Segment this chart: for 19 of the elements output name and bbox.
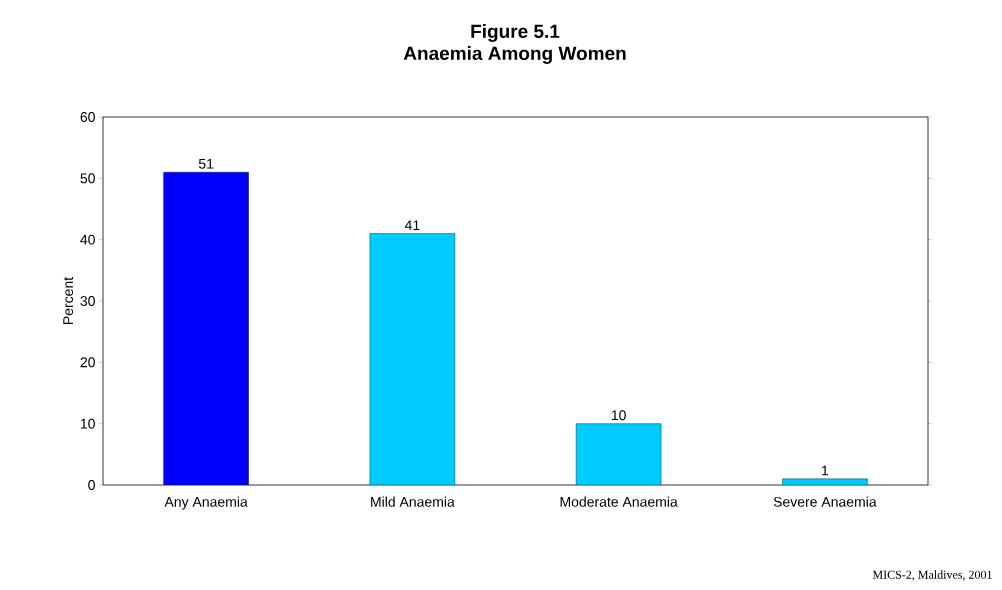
data-label: 1 xyxy=(822,465,829,476)
data-label: 41 xyxy=(404,220,420,231)
y-tick-label: 50 xyxy=(80,173,95,184)
data-label: 51 xyxy=(198,158,214,169)
y-axis-title: Percent xyxy=(63,276,74,324)
text: MICS-2, Maldives, 2001 xyxy=(872,570,992,581)
y-tick-label: 40 xyxy=(80,234,95,245)
data-label: 10 xyxy=(611,410,626,421)
chart-title: Figure 5.1 xyxy=(471,24,560,42)
x-tick-label: Severe Anaemia xyxy=(773,496,877,507)
chart-subtitle: Anaemia Among Women xyxy=(403,46,626,64)
y-tick-label: 30 xyxy=(80,296,95,306)
x-tick-label: Any Anaemia xyxy=(164,496,248,510)
x-tick-label: Mild Anaemia xyxy=(371,496,455,507)
y-tick-label: 20 xyxy=(80,357,95,368)
y-tick-label: 10 xyxy=(80,418,95,429)
x-tick-label: Moderate Anaemia xyxy=(560,496,678,507)
y-tick-label: 60 xyxy=(80,112,95,122)
y-tick-label: 0 xyxy=(88,480,95,490)
